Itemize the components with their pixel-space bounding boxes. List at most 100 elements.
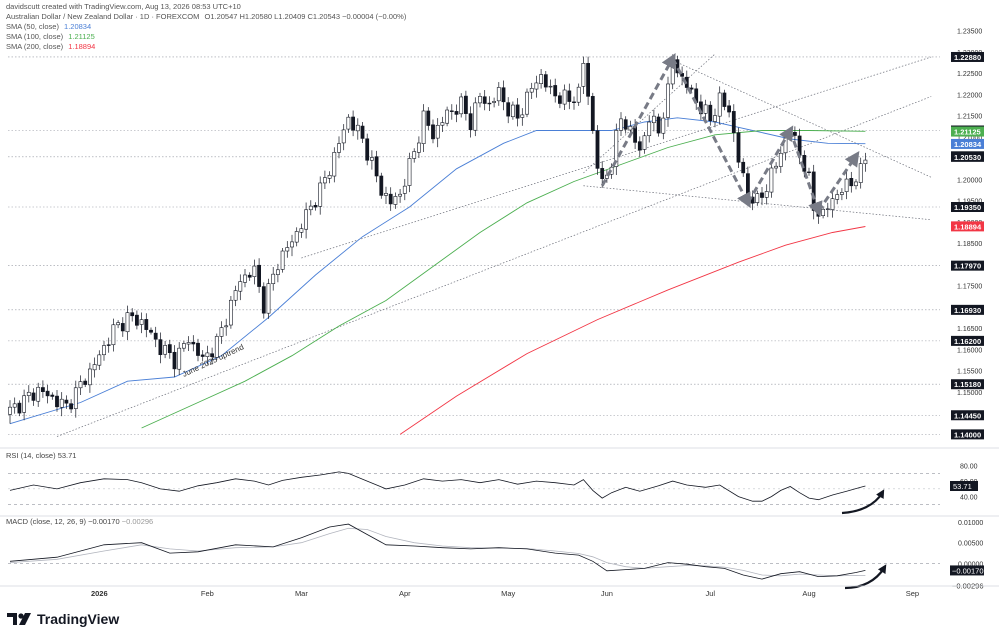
sma-100-legend[interactable]: SMA (100, close) 1.21125	[6, 32, 406, 42]
candle-body	[741, 161, 746, 174]
candle-body	[576, 86, 581, 103]
candle-body	[548, 85, 553, 88]
candle	[727, 99, 732, 118]
candle-body	[468, 113, 473, 131]
candle	[666, 76, 670, 127]
symbol-name[interactable]: Australian Dollar / New Zealand Dollar ·…	[6, 12, 200, 21]
candle-body	[736, 132, 741, 163]
candle-body	[553, 85, 558, 97]
candle-body	[384, 193, 388, 196]
price-tag-text: 1.19350	[954, 203, 981, 212]
candle-body	[525, 91, 529, 115]
price-tag-text: 1.16930	[954, 306, 981, 315]
time-tick-label: Feb	[201, 589, 214, 598]
candle	[760, 187, 764, 206]
candle	[774, 162, 779, 174]
price-tag-text: 1.15180	[954, 380, 981, 389]
tradingview-logo-icon	[7, 611, 33, 627]
macd-signal-value: −0.00296	[121, 517, 154, 526]
candle	[849, 171, 854, 193]
candle-body	[97, 354, 102, 366]
price-tick-label: 1.17500	[957, 284, 982, 291]
candle	[708, 101, 713, 126]
candle-body	[487, 102, 492, 105]
candle-body	[374, 156, 379, 177]
candle-body	[745, 173, 750, 198]
price-axis: 1.235001.230001.225001.220001.215001.210…	[951, 29, 984, 440]
macd-legend[interactable]: MACD (close, 12, 26, 9) −0.00170 −0.0029…	[6, 517, 153, 526]
tradingview-logo[interactable]: TradingView	[7, 611, 119, 627]
candle	[346, 114, 351, 133]
candle	[496, 82, 501, 106]
price-tick-label: 1.15000	[957, 390, 982, 397]
candle	[116, 320, 121, 329]
candle-body	[69, 403, 74, 410]
pattern-arrow-1	[671, 57, 751, 209]
chart-header: davidscutt created with TradingView.com,…	[6, 2, 406, 52]
candle	[379, 172, 384, 199]
candle-body	[304, 209, 309, 230]
candle-body	[501, 87, 506, 103]
candle	[421, 104, 426, 153]
macd-arrow	[844, 564, 887, 590]
candle	[233, 285, 238, 307]
candle-body	[341, 129, 346, 144]
candle-body	[393, 196, 398, 205]
candle-body	[313, 205, 318, 208]
rsi-legend[interactable]: RSI (14, close) 53.71	[6, 451, 76, 460]
candle	[120, 317, 125, 337]
candle	[463, 90, 468, 121]
candle-body	[717, 92, 722, 117]
sma-50-legend[interactable]: SMA (50, close) 1.20834	[6, 22, 406, 32]
candle	[468, 106, 473, 138]
candle-body	[64, 399, 69, 404]
sma-200-legend[interactable]: SMA (200, close) 1.18894	[6, 42, 406, 52]
uptrend-annotation: June 2025 uptrend	[181, 342, 245, 378]
candle-body	[182, 343, 186, 349]
candle-body	[666, 83, 670, 118]
candle-body	[247, 274, 252, 278]
candle-body	[713, 115, 717, 122]
price-tag	[951, 335, 984, 346]
candle	[548, 79, 553, 95]
candle	[167, 339, 172, 359]
candle	[55, 389, 59, 412]
candle	[416, 136, 421, 159]
macd-value-tag-text: −0.00170	[952, 566, 984, 575]
price-tag	[951, 304, 984, 315]
candle	[656, 113, 661, 137]
candle	[637, 136, 642, 157]
candle	[275, 263, 280, 283]
macd-tick-label: 0.01000	[958, 520, 983, 527]
candle-body	[590, 96, 595, 131]
candle	[50, 392, 55, 400]
candle	[778, 146, 783, 173]
candle-body	[229, 299, 233, 326]
rsi-arrow	[841, 489, 885, 515]
candle	[26, 385, 31, 403]
candle-body	[764, 191, 769, 198]
candle	[731, 104, 736, 142]
candle	[811, 164, 816, 220]
candle	[567, 83, 572, 110]
candle	[313, 202, 318, 211]
candle	[92, 357, 97, 378]
candle-body	[130, 312, 135, 317]
candle	[130, 308, 135, 322]
candle-body	[172, 351, 177, 370]
candle-body	[651, 115, 656, 124]
candle	[182, 340, 186, 352]
candle	[473, 97, 478, 137]
candle-body	[243, 274, 247, 283]
price-tag-text: 1.20834	[954, 140, 982, 149]
candle-body	[703, 104, 708, 114]
candle-body	[449, 110, 454, 112]
candle-body	[515, 104, 520, 119]
candle	[510, 101, 515, 120]
candle	[703, 99, 708, 120]
candle	[384, 186, 388, 204]
candle-body	[238, 281, 243, 292]
candle-body	[139, 319, 144, 325]
candle-body	[478, 96, 482, 104]
